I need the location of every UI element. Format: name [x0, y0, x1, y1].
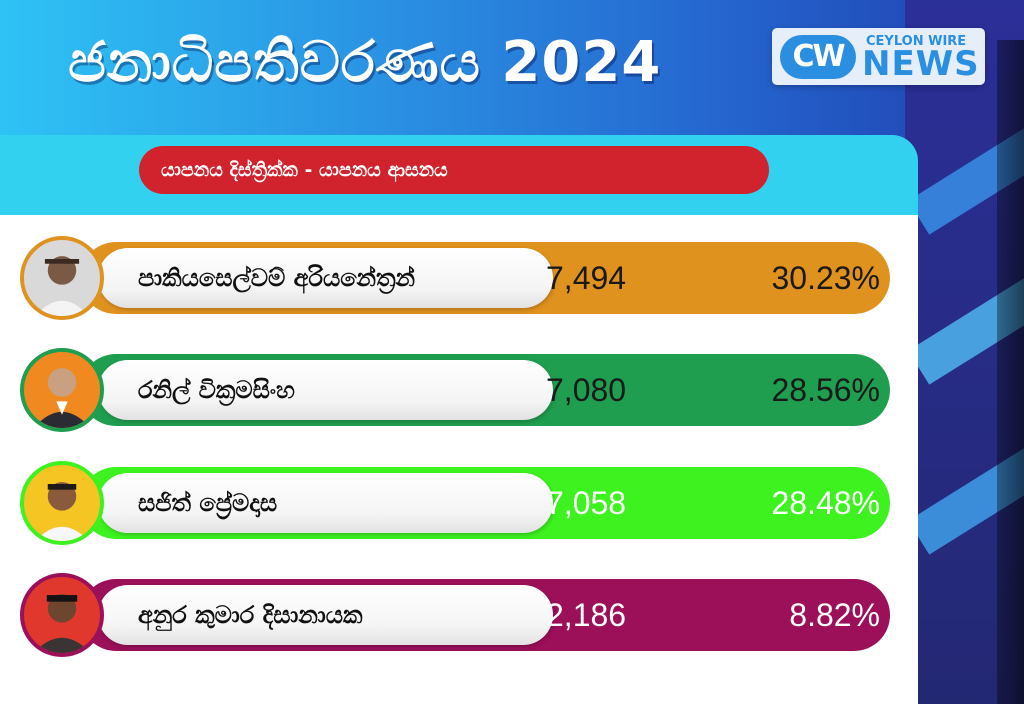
candidate-percent: 30.23% [771, 260, 880, 296]
candidate-percent: 28.56% [771, 372, 880, 408]
candidate-name: අනුර කුමාර දිසානායක [138, 601, 363, 629]
candidate-row: සජිත් ප්‍රේමදාස 7,058 28.48% [20, 461, 890, 545]
name-box [98, 360, 553, 420]
candidate-votes: 7,494 [546, 260, 627, 296]
candidate-votes: 7,080 [546, 372, 627, 408]
candidate-percent: 28.48% [771, 485, 880, 521]
candidate-photo-icon [20, 461, 104, 545]
page-title: ජනාධිපතිවරණය 2024 [68, 30, 662, 95]
candidate-name: පාකියසෙල්වම් අරියනේත්‍රන් [138, 264, 416, 292]
candidate-row: පාකියසෙල්වම් අරියනේත්‍රන් 7,494 30.23% [20, 236, 890, 320]
ceylon-wire-logo: CW CEYLON WIRE NEWS [772, 28, 985, 85]
candidate-photo-icon [20, 348, 104, 432]
candidate-votes: 2,186 [546, 597, 627, 633]
logo-top-text: CEYLON WIRE [866, 34, 967, 49]
candidate-name: රනිල් වික්‍රමසිංහ [138, 376, 295, 404]
name-box [98, 585, 553, 645]
candidate-percent: 8.82% [789, 597, 880, 633]
candidate-row: රනිල් වික්‍රමසිංහ 7,080 28.56% [20, 348, 890, 432]
candidate-photo-icon [20, 236, 104, 320]
district-subtitle: යාපනය දිස්ත්‍රික්ක - යාපනය ආසනය [139, 146, 769, 194]
candidate-name: සජිත් ප්‍රේමදාස [138, 489, 278, 517]
logo-bottom-text: NEWS [862, 44, 980, 84]
side-shadow [997, 40, 1024, 704]
candidate-row: අනුර කුමාර දිසානායක 2,186 8.82% [20, 573, 890, 657]
candidate-photo-icon [20, 573, 104, 657]
name-box [98, 473, 553, 533]
name-box [98, 248, 553, 308]
candidate-votes: 7,058 [546, 485, 627, 521]
logo-mark: CW [780, 35, 856, 79]
